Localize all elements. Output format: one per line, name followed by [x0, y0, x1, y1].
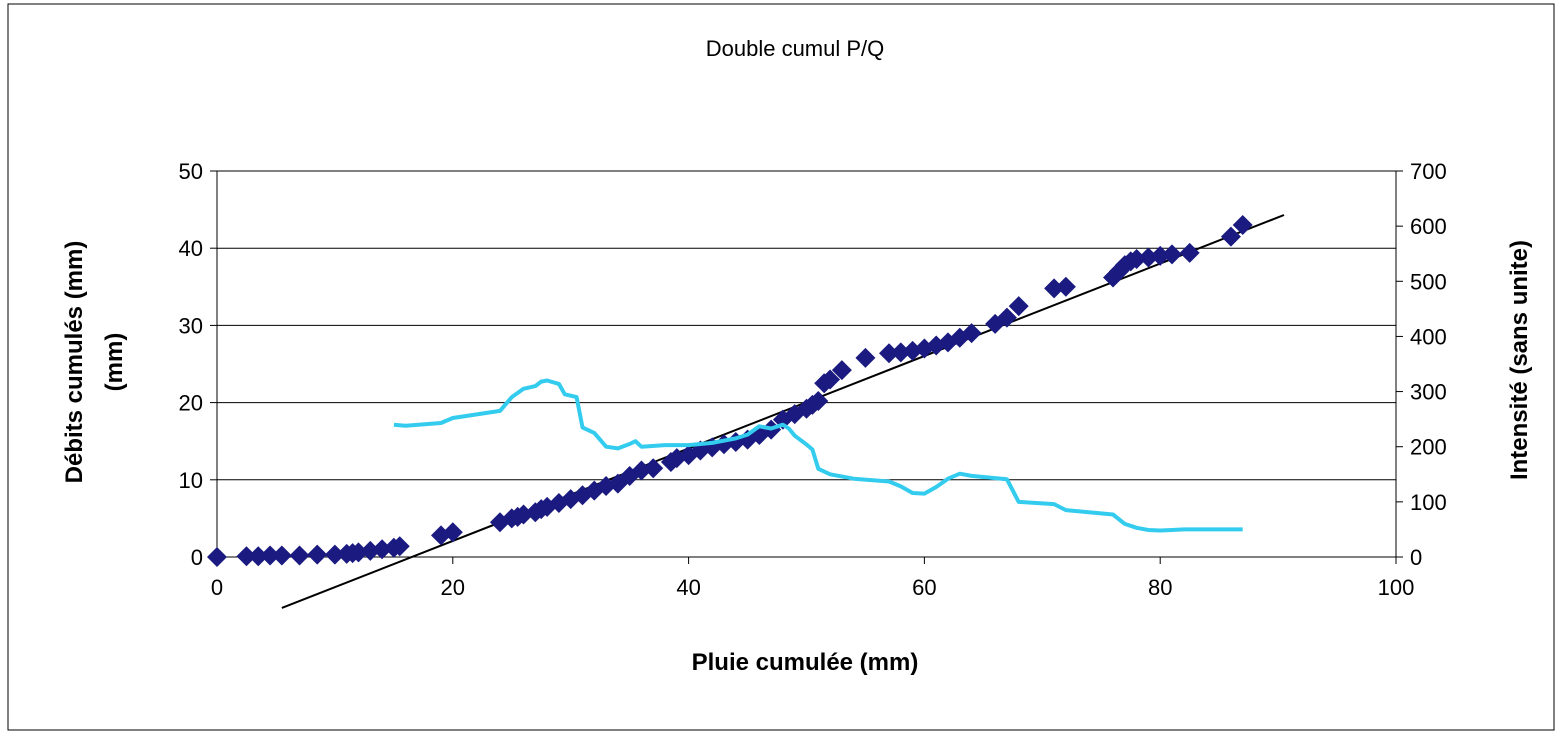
y2-tick-label: 700	[1410, 159, 1447, 184]
intensity-series	[393, 378, 1243, 533]
data-point	[307, 544, 328, 565]
data-point	[1150, 245, 1171, 266]
y-axis-title-line-2: (mm)	[101, 333, 128, 392]
y2-axis-title: Intensité (sans unite)	[1506, 240, 1533, 480]
x-tick-label: 100	[1378, 575, 1415, 600]
data-point	[389, 536, 410, 557]
data-point	[1008, 296, 1029, 317]
y2-tick-label: 100	[1410, 490, 1447, 515]
y-tick-label: 40	[179, 236, 203, 261]
y2-tick-label: 600	[1410, 214, 1447, 239]
data-point	[248, 546, 269, 567]
y-tick-label: 50	[179, 159, 203, 184]
x-axis-title: Pluie cumulée (mm)	[692, 649, 919, 676]
x-tick-label: 40	[676, 575, 700, 600]
data-point	[1138, 247, 1159, 268]
x-tick-label: 0	[211, 575, 223, 600]
data-point	[348, 542, 369, 563]
data-point	[820, 369, 841, 390]
data-point	[289, 545, 310, 566]
y-axis-title: Débits cumulés (mm) (mm)	[61, 241, 128, 484]
y-tick-label: 10	[179, 468, 203, 493]
data-point	[961, 323, 982, 344]
data-point	[1161, 244, 1182, 265]
data-point	[1044, 278, 1065, 299]
data-point	[1220, 226, 1241, 247]
data-point	[360, 540, 381, 561]
data-point	[831, 360, 852, 381]
y-tick-label: 30	[179, 313, 203, 338]
x-tick-label: 60	[912, 575, 936, 600]
data-point	[808, 391, 829, 412]
data-point	[236, 546, 257, 567]
y2-tick-label: 400	[1410, 324, 1447, 349]
y2-tick-label: 300	[1410, 380, 1447, 405]
data-point	[879, 343, 900, 364]
data-point	[1126, 249, 1147, 270]
cumul-points-series	[207, 215, 1253, 567]
data-point	[890, 342, 911, 363]
chart-title: Double cumul P/Q	[706, 36, 885, 61]
data-point	[207, 547, 227, 567]
data-point	[1055, 276, 1076, 297]
data-point	[643, 458, 664, 479]
data-point	[442, 522, 463, 543]
data-point	[1232, 215, 1253, 236]
y2-tick-label: 200	[1410, 435, 1447, 460]
y2-axis-title-group: Intensité (sans unite)	[1506, 240, 1533, 480]
data-point	[260, 545, 281, 566]
intensity-line	[393, 378, 1243, 533]
data-point	[855, 347, 876, 368]
x-tick-label: 20	[441, 575, 465, 600]
x-tick-label: 80	[1148, 575, 1172, 600]
data-point	[324, 544, 345, 565]
y-axis-title-line-1: Débits cumulés (mm)	[61, 241, 88, 484]
data-point	[1179, 242, 1200, 263]
y-tick-label: 0	[191, 545, 203, 570]
data-point	[372, 539, 393, 560]
y2-tick-label: 0	[1410, 545, 1422, 570]
data-point	[271, 545, 292, 566]
y2-tick-label: 500	[1410, 269, 1447, 294]
chart-border	[7, 3, 1555, 731]
data-point	[996, 307, 1017, 328]
y-tick-label: 20	[179, 391, 203, 416]
